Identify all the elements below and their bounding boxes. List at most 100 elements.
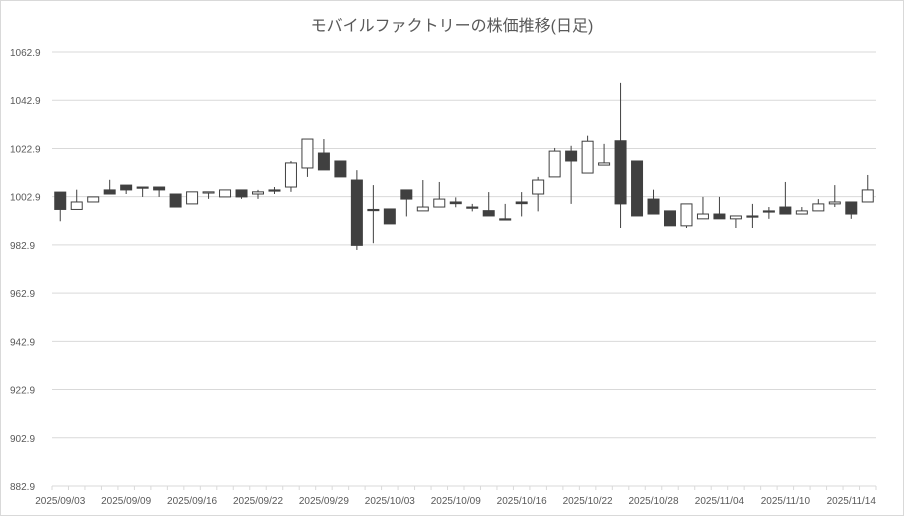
candle <box>548 147 561 178</box>
candle-body <box>499 218 512 221</box>
y-tick-label: 1002.9 <box>10 193 41 204</box>
candle <box>268 187 281 195</box>
candle-body <box>598 162 611 166</box>
candle-body <box>186 191 199 205</box>
candle <box>202 191 215 199</box>
candle <box>219 189 232 198</box>
candle-body <box>664 210 676 227</box>
candle-body <box>548 150 561 178</box>
candle-body <box>400 189 413 200</box>
candle <box>631 160 644 217</box>
candle <box>680 203 693 229</box>
candle-body <box>70 201 83 210</box>
x-tick-label: 2025/11/14 <box>827 496 877 507</box>
candle-body <box>54 191 67 210</box>
candle-body <box>433 198 446 208</box>
candle <box>252 189 264 199</box>
candle-body <box>647 198 660 215</box>
candle <box>87 196 100 203</box>
candle <box>103 179 116 195</box>
candle <box>828 185 841 208</box>
candle-body <box>103 189 116 195</box>
candle <box>746 203 759 229</box>
candle <box>54 191 67 222</box>
candle-body <box>812 203 825 212</box>
candle <box>70 189 83 210</box>
candle-body <box>383 208 396 225</box>
candle <box>565 145 578 204</box>
candle <box>664 210 676 227</box>
x-tick-label: 2025/09/16 <box>167 496 217 507</box>
candle-body <box>449 201 462 205</box>
x-tick-label: 2025/10/09 <box>431 496 481 507</box>
y-tick-label: 962.9 <box>10 289 35 300</box>
x-tick-label: 2025/10/28 <box>628 496 678 507</box>
candle-body <box>317 152 330 171</box>
candle-body <box>350 179 363 246</box>
candle <box>861 174 874 203</box>
candle-body <box>268 189 281 192</box>
candle-body <box>795 210 808 215</box>
candle <box>383 208 396 225</box>
x-axis: 2025/09/03 2025/09/09 2025/09/16 2025/09/22… <box>35 486 877 507</box>
candle-body <box>466 206 479 209</box>
candle <box>416 180 429 212</box>
candle <box>499 203 512 221</box>
candle-body <box>861 189 874 203</box>
candle-body <box>565 150 578 162</box>
candle <box>120 184 133 195</box>
candle-body <box>845 201 858 215</box>
candles <box>54 82 874 250</box>
candle <box>647 189 660 215</box>
candle-body <box>284 162 297 188</box>
candle-body <box>169 193 182 208</box>
candle <box>284 160 297 192</box>
candle <box>482 192 495 217</box>
candle-body <box>301 138 314 169</box>
x-tick-label: 2025/11/10 <box>761 496 811 507</box>
candle <box>713 196 726 220</box>
candle-body <box>482 210 495 217</box>
candle-body <box>762 210 775 213</box>
candle-body <box>631 160 644 217</box>
y-tick-label: 922.9 <box>10 386 35 397</box>
candle <box>136 186 149 197</box>
candle <box>317 139 330 171</box>
y-tick-label: 1062.9 <box>10 48 41 59</box>
candle <box>762 207 775 219</box>
x-tick-label: 2025/11/04 <box>695 496 745 507</box>
candle-body <box>729 215 742 220</box>
x-tick-label: 2025/09/22 <box>233 496 283 507</box>
candle-body <box>219 189 232 198</box>
candle-body <box>334 160 347 178</box>
candle-body <box>235 189 248 198</box>
candle <box>466 203 479 212</box>
candle <box>795 207 808 215</box>
candle <box>696 196 709 220</box>
candle <box>581 135 594 174</box>
candle <box>334 160 347 178</box>
y-tick-label: 1042.9 <box>10 96 41 107</box>
chart-title: モバイルファクトリーの株価推移(日足) <box>310 18 594 35</box>
y-tick-label: 942.9 <box>10 337 35 348</box>
x-tick-label: 2025/10/22 <box>563 496 613 507</box>
candle <box>532 176 545 212</box>
y-axis-ticks: 882.9 902.9 922.9 942.9 962.9 982.9 1002.9 1022… <box>10 48 41 493</box>
candle <box>400 189 413 217</box>
candle-body <box>252 191 264 195</box>
candle-body <box>136 186 149 189</box>
x-tick-label: 2025/09/03 <box>35 496 85 507</box>
candle <box>515 192 528 217</box>
y-tick-label: 902.9 <box>10 434 35 445</box>
x-tick-label: 2025/09/09 <box>101 496 151 507</box>
candle-body <box>713 213 726 220</box>
candle-body <box>515 201 528 205</box>
y-tick-label: 982.9 <box>10 241 35 252</box>
candle <box>186 191 199 205</box>
candle <box>367 185 380 244</box>
candle-body <box>696 213 709 220</box>
candle-body <box>153 186 166 191</box>
x-tick-label: 2025/10/16 <box>497 496 547 507</box>
x-tick-label: 2025/10/03 <box>365 496 415 507</box>
